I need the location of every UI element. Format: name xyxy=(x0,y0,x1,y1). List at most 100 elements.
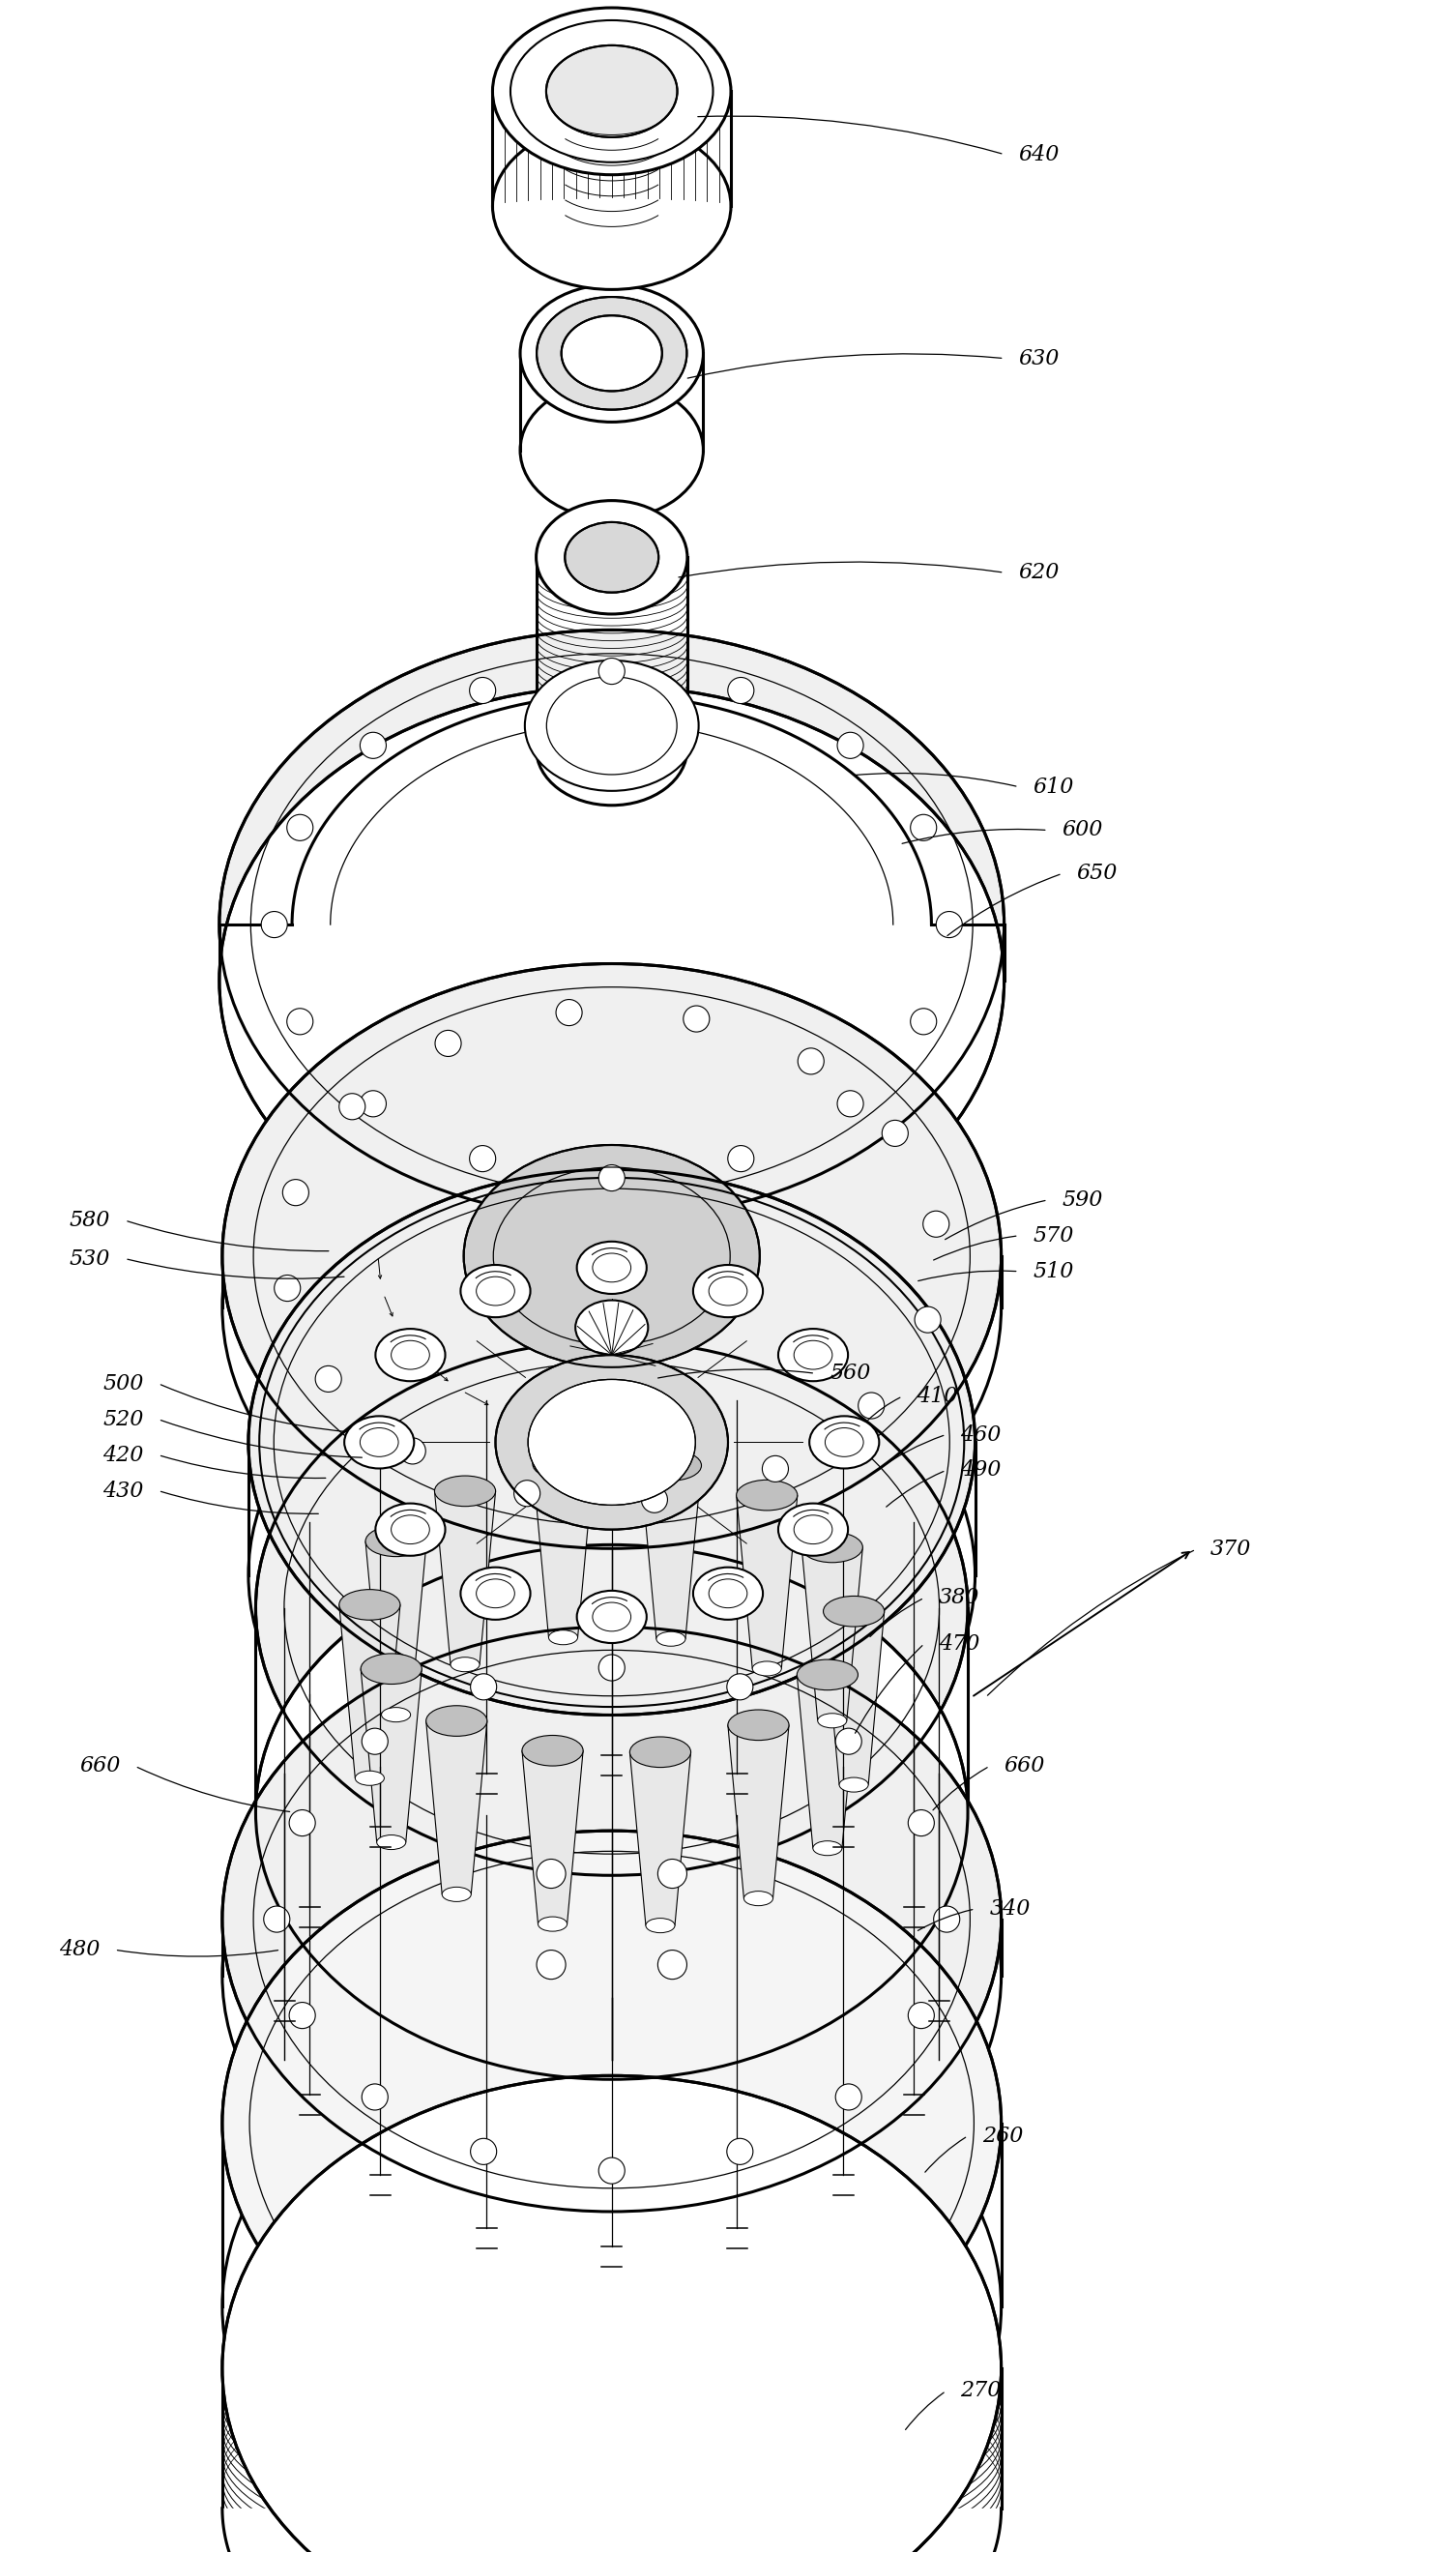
Ellipse shape xyxy=(223,2014,1002,2553)
Text: 430: 430 xyxy=(103,1481,144,1501)
Ellipse shape xyxy=(798,1049,824,1075)
Ellipse shape xyxy=(539,1917,566,1930)
Ellipse shape xyxy=(598,2157,625,2183)
Ellipse shape xyxy=(839,1777,868,1792)
Ellipse shape xyxy=(287,1008,313,1034)
Ellipse shape xyxy=(223,1682,1002,2267)
Ellipse shape xyxy=(360,1090,386,1116)
Ellipse shape xyxy=(779,1328,847,1381)
Polygon shape xyxy=(427,1721,488,1894)
Ellipse shape xyxy=(753,1662,782,1675)
Ellipse shape xyxy=(836,2083,862,2111)
Text: 630: 630 xyxy=(1019,347,1060,370)
Ellipse shape xyxy=(565,523,658,592)
Text: 260: 260 xyxy=(983,2124,1024,2147)
Ellipse shape xyxy=(657,1631,686,1647)
Ellipse shape xyxy=(524,661,699,791)
Ellipse shape xyxy=(264,1907,290,1933)
Ellipse shape xyxy=(514,1481,540,1506)
Text: 480: 480 xyxy=(60,1940,100,1961)
Ellipse shape xyxy=(575,1299,648,1356)
Ellipse shape xyxy=(910,1008,936,1034)
Ellipse shape xyxy=(818,1713,847,1728)
Ellipse shape xyxy=(537,296,687,408)
Ellipse shape xyxy=(836,1728,862,1754)
Text: 620: 620 xyxy=(1019,562,1060,582)
Ellipse shape xyxy=(598,1654,625,1680)
Text: 600: 600 xyxy=(1063,820,1104,840)
Ellipse shape xyxy=(282,1179,309,1205)
Ellipse shape xyxy=(376,1328,446,1381)
Ellipse shape xyxy=(220,687,1005,1276)
Ellipse shape xyxy=(290,2002,316,2030)
Ellipse shape xyxy=(837,1090,863,1116)
Ellipse shape xyxy=(469,1146,495,1172)
Ellipse shape xyxy=(658,1950,687,1979)
Ellipse shape xyxy=(443,1887,472,1902)
Ellipse shape xyxy=(802,1532,863,1562)
Ellipse shape xyxy=(823,1596,884,1626)
Ellipse shape xyxy=(470,2139,496,2165)
Ellipse shape xyxy=(376,1504,446,1555)
Text: 570: 570 xyxy=(1034,1225,1075,1246)
Text: 580: 580 xyxy=(70,1210,111,1231)
Ellipse shape xyxy=(223,2076,1002,2553)
Ellipse shape xyxy=(728,677,754,705)
Ellipse shape xyxy=(463,1144,760,1368)
Ellipse shape xyxy=(220,631,1005,1220)
Ellipse shape xyxy=(923,1210,949,1238)
Ellipse shape xyxy=(562,317,662,391)
Ellipse shape xyxy=(533,1448,594,1478)
Text: 490: 490 xyxy=(961,1460,1002,1481)
Polygon shape xyxy=(434,1491,495,1665)
Ellipse shape xyxy=(909,1810,935,1836)
Text: 640: 640 xyxy=(1019,143,1060,166)
Ellipse shape xyxy=(577,1241,646,1294)
Ellipse shape xyxy=(495,1356,728,1529)
Text: 530: 530 xyxy=(70,1248,111,1269)
Ellipse shape xyxy=(641,1486,667,1514)
Ellipse shape xyxy=(434,1476,495,1506)
Ellipse shape xyxy=(909,2002,935,2030)
Text: 460: 460 xyxy=(961,1425,1002,1445)
Ellipse shape xyxy=(728,1146,754,1172)
Ellipse shape xyxy=(469,677,495,705)
Ellipse shape xyxy=(520,283,703,421)
Ellipse shape xyxy=(763,1455,788,1481)
Text: 340: 340 xyxy=(990,1899,1031,1920)
Ellipse shape xyxy=(693,1568,763,1619)
Ellipse shape xyxy=(399,1437,425,1463)
Ellipse shape xyxy=(810,1417,879,1468)
Ellipse shape xyxy=(693,1264,763,1317)
Ellipse shape xyxy=(261,911,287,937)
Text: 370: 370 xyxy=(1210,1539,1252,1560)
Ellipse shape xyxy=(914,1307,941,1333)
Ellipse shape xyxy=(520,380,703,518)
Ellipse shape xyxy=(556,998,582,1026)
Ellipse shape xyxy=(779,1504,847,1555)
Text: 660: 660 xyxy=(1005,1756,1045,1777)
Ellipse shape xyxy=(727,2139,753,2165)
Text: 660: 660 xyxy=(80,1756,121,1777)
Ellipse shape xyxy=(728,1711,789,1741)
Ellipse shape xyxy=(536,500,687,615)
Ellipse shape xyxy=(910,814,936,840)
Polygon shape xyxy=(533,1463,594,1636)
Polygon shape xyxy=(823,1611,884,1785)
Ellipse shape xyxy=(737,1481,798,1511)
Text: 510: 510 xyxy=(1034,1261,1075,1282)
Ellipse shape xyxy=(492,8,731,174)
Text: 590: 590 xyxy=(1063,1190,1104,1210)
Ellipse shape xyxy=(355,1772,384,1785)
Ellipse shape xyxy=(744,1892,773,1905)
Ellipse shape xyxy=(641,1450,702,1481)
Ellipse shape xyxy=(249,1302,976,1848)
Polygon shape xyxy=(641,1465,702,1639)
Ellipse shape xyxy=(577,1591,646,1644)
Text: 270: 270 xyxy=(961,2379,1002,2402)
Ellipse shape xyxy=(223,1014,1002,1601)
Ellipse shape xyxy=(598,659,625,684)
Ellipse shape xyxy=(658,1859,687,1889)
Ellipse shape xyxy=(427,1705,488,1736)
Ellipse shape xyxy=(290,1810,316,1836)
